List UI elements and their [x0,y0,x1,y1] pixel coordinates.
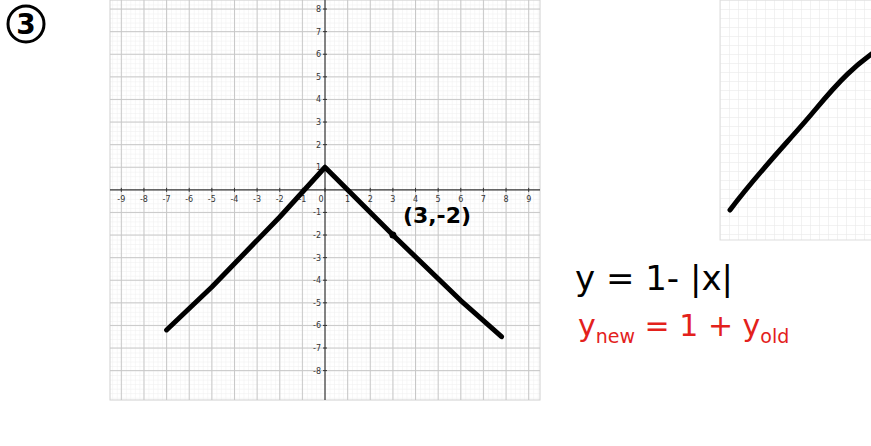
y-grid-line [110,302,540,303]
x-tick-label: -4 [230,195,238,204]
y-grid-line [110,235,540,236]
y-tick [323,370,327,371]
x-tick [528,188,529,192]
minor-grid [110,0,540,400]
x-tick-label: 9 [526,195,531,204]
x-tick-label: -9 [117,195,125,204]
second-graph-stroke [730,48,871,210]
y-tick [323,9,327,10]
y-tick-label: -4 [313,276,321,285]
point-label: (3,-2) [403,203,471,228]
x-tick [234,188,235,192]
note-subscript: old [760,325,789,347]
x-tick-label: -5 [208,195,216,204]
x-tick [257,188,258,192]
y-tick-label: -2 [313,231,321,240]
y-grid-line [110,212,540,213]
x-tick [392,188,393,192]
x-tick [415,188,416,192]
x-tick-label: -7 [163,195,171,204]
y-tick-label: -1 [313,208,321,217]
y-grid-line [110,122,540,123]
y-grid-line [110,144,540,145]
y-grid-line [110,54,540,55]
y-tick-label: -6 [313,321,321,330]
x-tick-label: -2 [276,195,284,204]
note-subscript: new [596,325,635,347]
y-tick [323,31,327,32]
x-tick-label: -8 [140,195,148,204]
x-tick [370,188,371,192]
y-tick-label: -8 [313,367,321,376]
x-tick-label: -6 [185,195,193,204]
y-tick [323,99,327,100]
x-tick [438,188,439,192]
transform-note: ynew = 1 + yold [578,308,789,347]
y-tick-label: 5 [316,73,321,82]
x-tick [189,188,190,192]
function-line [167,167,502,336]
x-tick-label: 7 [481,195,486,204]
x-tick-label: 1 [345,195,350,204]
y-grid-line [110,31,540,32]
x-tick [506,188,507,192]
x-tick-label: 2 [368,195,373,204]
x-tick [143,188,144,192]
x-tick [211,188,212,192]
y-tick [323,122,327,123]
second-graph-fragment [720,0,871,240]
x-tick [121,188,122,192]
y-tick-label: 7 [316,28,321,37]
y-tick-label: 2 [316,141,321,150]
y-tick [323,212,327,213]
y-tick [323,257,327,258]
y-grid-line [110,280,540,281]
plot-frame [110,0,540,400]
y-grid-line [110,348,540,349]
y-tick [323,280,327,281]
y-tick [323,76,327,77]
y-grid-line [110,257,540,258]
y-tick [323,235,327,236]
x-tick-label: -3 [253,195,261,204]
panel-label-circle [8,6,44,42]
y-tick-label: 3 [316,118,321,127]
x-tick [279,188,280,192]
x-tick-label: 3 [390,195,395,204]
y-tick-label: 8 [316,5,321,14]
y-grid-line [110,370,540,371]
y-tick [323,348,327,349]
x-tick [325,188,326,192]
x-tick [483,188,484,192]
y-tick-label: -5 [313,299,321,308]
y-tick [323,144,327,145]
y-tick [323,302,327,303]
y-tick-label: 6 [316,50,321,59]
note-text: y [578,308,596,343]
y-grid-line [110,9,540,10]
x-tick-label: 8 [504,195,509,204]
y-tick [323,325,327,326]
y-tick [323,54,327,55]
equation: y = 1- |x| [575,258,733,298]
y-grid-line [110,76,540,77]
y-tick-label: -3 [313,254,321,263]
y-tick-label: -7 [313,344,321,353]
chart-root: -9 -8 -7 -6 -5 -4 -3 -2 -1 0 1 2 3 4 5 6 7 8 9 -8 -7 -6 -5 -4 -3… [0,0,871,446]
plot-marks [167,167,502,336]
x-tick-label: 0 [318,195,323,204]
annotated-point [389,232,396,239]
y-axis [324,0,325,400]
x-tick [460,188,461,192]
y-grid-line [110,99,540,100]
x-tick [166,188,167,192]
panel-label: 3 [16,8,35,41]
note-text: = 1 + y [635,308,760,343]
y-tick-label: 4 [316,95,321,104]
